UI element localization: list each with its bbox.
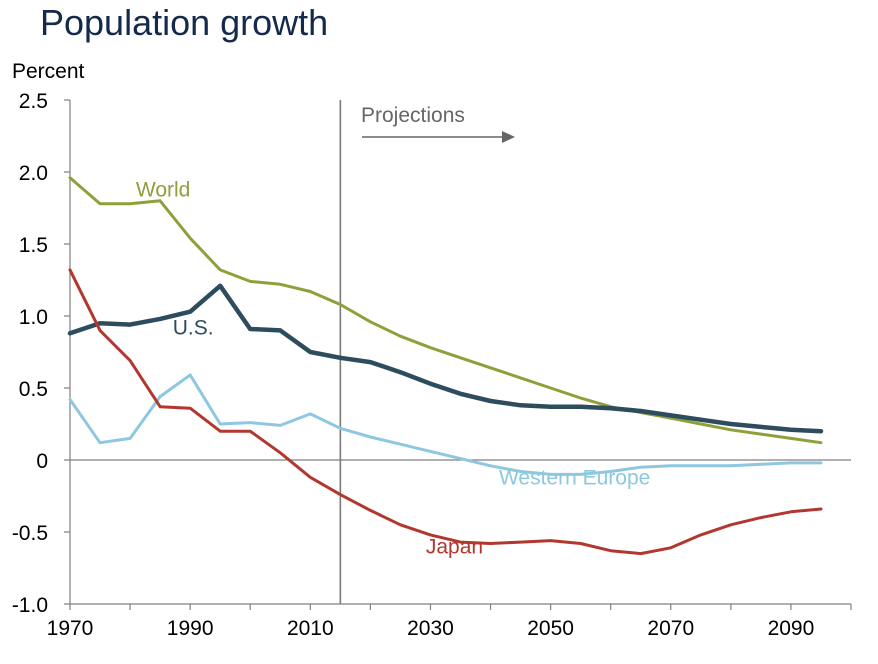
y-tick-label: 1.5 [19,234,48,257]
x-tick-label: 2030 [407,617,454,640]
y-tick-label: 0 [36,450,48,473]
series-line-japan [68,268,823,556]
series-line-western-europe [68,373,823,476]
x-tick-label: 2090 [768,617,815,640]
series-label-world: World [136,178,190,201]
series-label-u-s: U.S. [173,317,214,340]
x-axis: 1970 1990 2010 2030 2050 2070 2090 [47,603,852,640]
series-lines [67,176,824,556]
series-label-western-europe: Western Europe [499,466,650,489]
series-line-world [68,176,823,445]
series-labels: World U.S. Western Europe Japan [136,178,650,558]
y-axis-unit-label: Percent [12,60,85,83]
x-tick-label: 2050 [527,617,574,640]
x-tick-label: 2070 [647,617,694,640]
projections-annotation: Projections [361,104,465,127]
y-tick-label: -0.5 [12,522,48,545]
series-line-u-s [67,283,824,434]
x-tick-label: 1990 [167,617,214,640]
y-tick-label: 1.0 [19,306,48,329]
y-axis: -1.0 -0.5 0 0.5 1.0 1.5 2.0 2.5 [12,90,71,617]
chart-title: Population growth [40,2,329,43]
y-tick-label: 2.5 [19,90,48,113]
x-tick-label: 2010 [287,617,334,640]
projection-arrow-head [502,131,515,143]
y-tick-label: 2.0 [19,162,48,185]
x-tick-label: 1970 [47,617,94,640]
series-label-japan: Japan [426,535,483,558]
projection-marker: Projections [339,100,515,604]
y-tick-label: 0.5 [19,378,48,401]
y-tick-label: -1.0 [12,594,48,617]
